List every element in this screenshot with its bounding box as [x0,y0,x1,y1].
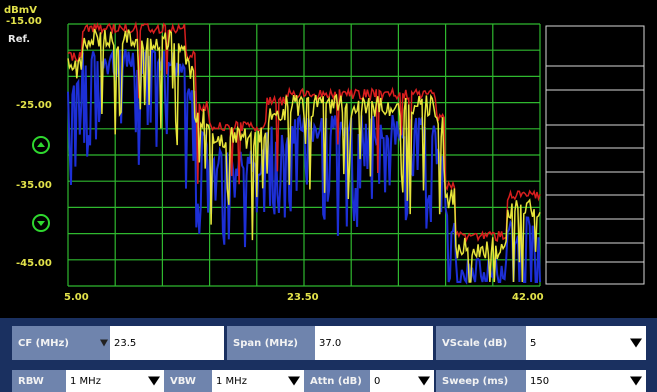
rbw-value: 1 MHz [70,375,101,387]
chevron-down-icon [418,376,430,386]
y-tick-label: -45.00 [16,258,52,269]
ref-value: -15.00 [6,16,42,27]
vbw-select[interactable]: 1 MHz [212,370,304,392]
spectrum-plot: dBmV -15.00 Ref. -25.00 -35.00 -45.00 5.… [4,5,645,303]
rbw-select[interactable]: 1 MHz [66,370,164,392]
marker-table-border [545,25,645,285]
control-panel: CF (MHz) 23.5 Span (MHz) 37.0 VScale (dB… [0,318,657,392]
cf-input[interactable]: 23.5 [110,326,224,360]
marker-table [545,25,645,285]
vbw-label: VBW [164,370,212,392]
span-input[interactable]: 37.0 [315,326,433,360]
cf-dropdown[interactable] [88,326,110,360]
attn-value: 0 [374,375,381,387]
ref-label: Ref. [8,34,30,45]
scroll-down-icon[interactable] [32,214,50,232]
attn-label: Attn (dB) [304,370,370,392]
vscale-label: VScale (dB) [436,326,526,360]
cf-label: CF (MHz) [12,326,88,360]
rbw-label: RBW [12,370,66,392]
trace-red [67,21,541,243]
y-tick-label: -25.00 [16,100,52,111]
vscale-value: 5 [530,337,537,349]
unit-label: dBmV [4,5,37,16]
attn-select[interactable]: 0 [370,370,434,392]
sweep-select[interactable]: 150 [526,370,646,392]
chevron-down-icon [630,376,642,386]
trace-yellow [67,28,541,283]
chevron-down-icon [148,376,160,386]
span-label: Span (MHz) [227,326,315,360]
x-tick-label: 23.50 [287,292,319,303]
control-row-1: CF (MHz) 23.5 Span (MHz) 37.0 VScale (dB… [0,326,657,360]
sweep-value: 150 [530,375,550,387]
vscale-select[interactable]: 5 [526,326,646,360]
sweep-label: Sweep (ms) [436,370,526,392]
chevron-down-icon [100,339,108,347]
vbw-value: 1 MHz [216,375,247,387]
control-row-2: RBW 1 MHz VBW 1 MHz Attn (dB) 0 Sweep (m… [0,370,657,392]
x-tick-label: 42.00 [512,292,544,303]
chevron-down-icon [630,338,642,348]
chevron-down-icon [288,376,300,386]
x-tick-label: 5.00 [64,292,89,303]
y-tick-label: -35.00 [16,180,52,191]
scroll-up-icon[interactable] [32,136,50,154]
